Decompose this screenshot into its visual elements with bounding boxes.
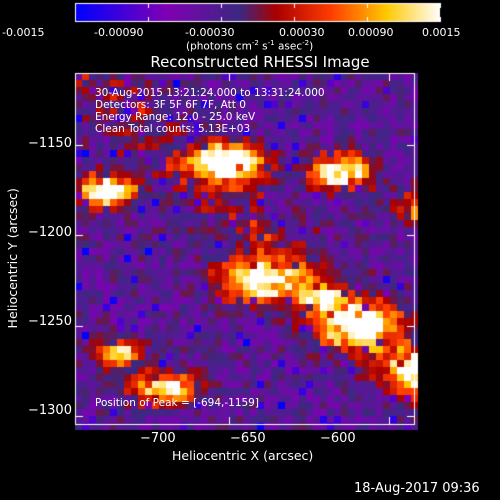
y-tick-label: −1200 [28,225,72,240]
colorbar-tick-label: -0.00030 [185,26,235,39]
x-tick-label: −700 [140,431,176,446]
info-line: Energy Range: 12.0 - 25.0 keV [95,111,256,123]
colorbar-tick-label: -0.0015 [2,26,45,39]
colorbar-units: (photons cm-2 s-1 asec-2) [186,39,314,53]
colorbar-tick-label: 0.00090 [348,26,394,39]
timestamp: 18-Aug-2017 09:36 [354,481,480,496]
x-axis-label: Heliocentric X (arcsec) [172,448,314,463]
x-tick-label: −600 [320,431,356,446]
y-tick-label: −1250 [28,314,72,329]
info-line: Clean Total counts: 5.13E+03 [95,123,251,135]
peak-label: Position of Peak = [-694,-1159] [95,397,259,409]
info-line: 30-Aug-2015 13:21:24.000 to 13:31:24.000 [95,87,325,99]
colorbar-tick-label: 0.0015 [422,26,461,39]
info-line: Detectors: 3F 5F 6F 7F, Att 0 [95,99,246,111]
colorbar-tick-label: 0.00030 [279,26,325,39]
x-tick-label: −650 [230,431,266,446]
y-tick-label: −1150 [28,136,72,151]
chart-title: Reconstructed RHESSI Image [150,53,370,71]
colorbar-tick-label: -0.00090 [94,26,144,39]
y-tick-label: −1300 [28,403,72,418]
y-axis-label: Heliocentric Y (arcsec) [4,188,20,329]
